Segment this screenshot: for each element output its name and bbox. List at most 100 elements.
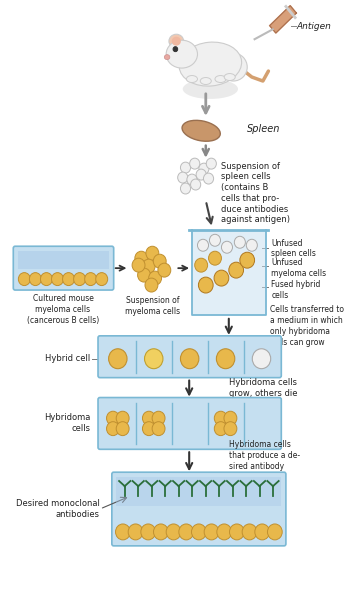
Circle shape bbox=[85, 272, 96, 286]
Circle shape bbox=[109, 349, 127, 368]
Circle shape bbox=[209, 235, 220, 246]
Circle shape bbox=[158, 263, 171, 277]
Circle shape bbox=[106, 422, 119, 436]
FancyBboxPatch shape bbox=[112, 472, 286, 546]
Circle shape bbox=[153, 524, 168, 540]
Circle shape bbox=[178, 172, 188, 183]
Circle shape bbox=[173, 47, 178, 52]
Ellipse shape bbox=[172, 37, 181, 46]
Ellipse shape bbox=[224, 74, 235, 80]
Circle shape bbox=[242, 524, 257, 540]
Circle shape bbox=[187, 174, 197, 185]
Circle shape bbox=[106, 411, 119, 425]
FancyBboxPatch shape bbox=[98, 398, 281, 449]
Circle shape bbox=[142, 422, 155, 436]
Circle shape bbox=[180, 162, 190, 173]
Text: Cultured mouse
myeloma cells
(cancerous B cells): Cultured mouse myeloma cells (cancerous … bbox=[27, 294, 99, 325]
Circle shape bbox=[152, 422, 165, 436]
Circle shape bbox=[198, 277, 213, 293]
Circle shape bbox=[145, 278, 158, 292]
Circle shape bbox=[116, 411, 129, 425]
Text: Hybrid cell: Hybrid cell bbox=[46, 354, 91, 363]
Circle shape bbox=[52, 272, 63, 286]
Circle shape bbox=[41, 272, 52, 286]
FancyBboxPatch shape bbox=[98, 336, 281, 377]
Polygon shape bbox=[269, 5, 296, 33]
Circle shape bbox=[255, 524, 269, 540]
Circle shape bbox=[63, 272, 74, 286]
Text: Hybridoma cells
grow, others die: Hybridoma cells grow, others die bbox=[229, 377, 297, 398]
Bar bbox=[116, 477, 281, 506]
Text: Spleen: Spleen bbox=[247, 124, 281, 134]
Ellipse shape bbox=[220, 53, 247, 81]
Circle shape bbox=[145, 349, 163, 368]
Ellipse shape bbox=[215, 76, 226, 83]
FancyBboxPatch shape bbox=[13, 246, 114, 290]
Circle shape bbox=[204, 173, 214, 184]
Circle shape bbox=[234, 236, 245, 248]
Circle shape bbox=[149, 271, 162, 285]
Circle shape bbox=[74, 272, 85, 286]
Circle shape bbox=[142, 411, 155, 425]
Circle shape bbox=[132, 258, 145, 272]
Circle shape bbox=[180, 183, 190, 194]
Text: Desired monoclonal
antibodies: Desired monoclonal antibodies bbox=[16, 499, 100, 519]
Circle shape bbox=[146, 246, 159, 260]
Ellipse shape bbox=[183, 79, 238, 99]
Text: Hybridoma
cells: Hybridoma cells bbox=[44, 413, 91, 433]
Circle shape bbox=[30, 272, 41, 286]
Ellipse shape bbox=[164, 55, 170, 59]
Circle shape bbox=[138, 268, 151, 282]
Circle shape bbox=[198, 239, 209, 251]
Text: Unfused
spleen cells: Unfused spleen cells bbox=[271, 239, 316, 258]
Ellipse shape bbox=[182, 121, 220, 141]
Circle shape bbox=[214, 270, 229, 286]
Circle shape bbox=[192, 524, 206, 540]
Text: Suspension of
myeloma cells: Suspension of myeloma cells bbox=[125, 296, 180, 316]
Circle shape bbox=[128, 524, 143, 540]
Circle shape bbox=[195, 258, 208, 272]
Circle shape bbox=[199, 163, 209, 174]
Circle shape bbox=[267, 524, 282, 540]
Circle shape bbox=[204, 524, 219, 540]
Ellipse shape bbox=[200, 77, 211, 85]
Text: Antigen: Antigen bbox=[296, 22, 331, 31]
Circle shape bbox=[214, 422, 227, 436]
Circle shape bbox=[206, 158, 216, 169]
Circle shape bbox=[115, 524, 130, 540]
Polygon shape bbox=[192, 230, 266, 315]
Text: Cells transferred to
a medium in which
only hybridoma
cells can grow: Cells transferred to a medium in which o… bbox=[270, 305, 344, 347]
Circle shape bbox=[96, 272, 108, 286]
Circle shape bbox=[230, 524, 244, 540]
Circle shape bbox=[135, 251, 148, 265]
Circle shape bbox=[190, 158, 200, 169]
Circle shape bbox=[221, 241, 232, 253]
Circle shape bbox=[116, 422, 129, 436]
Circle shape bbox=[217, 524, 231, 540]
Circle shape bbox=[141, 524, 156, 540]
Circle shape bbox=[240, 252, 255, 268]
Text: Suspension of
spleen cells
(contains B
cells that pro-
duce antibodies
against a: Suspension of spleen cells (contains B c… bbox=[221, 161, 290, 224]
Circle shape bbox=[142, 259, 155, 273]
Circle shape bbox=[246, 239, 257, 251]
Bar bbox=[18, 251, 109, 269]
Text: Hybridoma cells
that produce a de-
sired antibody
are cultured: Hybridoma cells that produce a de- sired… bbox=[229, 440, 300, 482]
Circle shape bbox=[216, 349, 235, 368]
Ellipse shape bbox=[169, 34, 184, 48]
Circle shape bbox=[224, 411, 237, 425]
Ellipse shape bbox=[187, 76, 198, 83]
Circle shape bbox=[153, 254, 166, 268]
Circle shape bbox=[196, 169, 206, 180]
Circle shape bbox=[190, 179, 201, 190]
Circle shape bbox=[214, 411, 227, 425]
Circle shape bbox=[229, 262, 244, 278]
Text: Unfused
myeloma cells: Unfused myeloma cells bbox=[271, 259, 326, 278]
Circle shape bbox=[152, 411, 165, 425]
Circle shape bbox=[179, 524, 194, 540]
Circle shape bbox=[19, 272, 30, 286]
Ellipse shape bbox=[179, 42, 242, 86]
Circle shape bbox=[166, 524, 181, 540]
Ellipse shape bbox=[166, 40, 198, 68]
Circle shape bbox=[209, 251, 221, 265]
Circle shape bbox=[224, 422, 237, 436]
